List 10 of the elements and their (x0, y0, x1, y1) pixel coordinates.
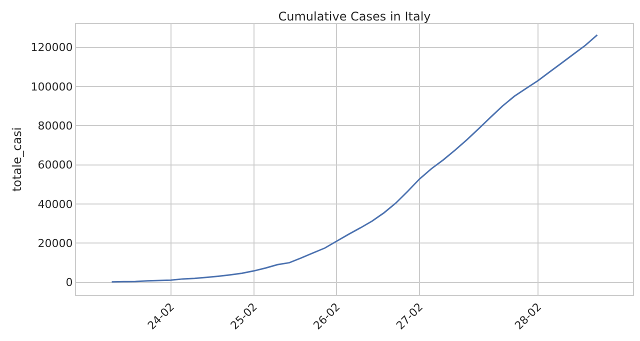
y-tick-label: 80000 (38, 119, 73, 132)
line-series (111, 34, 598, 283)
y-tick-label: 120000 (30, 41, 73, 54)
y-tick-label: 60000 (38, 158, 73, 172)
y-tick-label: 40000 (38, 198, 73, 211)
y-tick-label: 100000 (30, 80, 73, 94)
y-axis-title: totale_casi (10, 127, 24, 192)
y-tick-label: 0 (66, 276, 73, 290)
chart-title: Cumulative Cases in Italy (278, 9, 431, 24)
y-tick-label: 20000 (38, 236, 73, 250)
